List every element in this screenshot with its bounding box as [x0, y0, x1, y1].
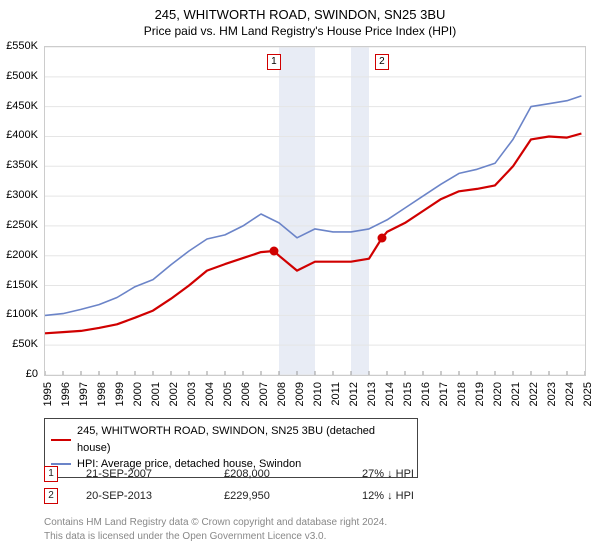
x-tick-label: 2024 — [564, 382, 576, 406]
x-tick-label: 1998 — [96, 382, 108, 406]
sale-row-marker: 1 — [44, 466, 58, 482]
x-tick-label: 2011 — [330, 382, 342, 406]
sale-delta: 27% ↓ HPI — [362, 468, 472, 480]
x-tick-label: 2009 — [294, 382, 306, 406]
x-tick-label: 2017 — [438, 382, 450, 406]
legend-item: 245, WHITWORTH ROAD, SWINDON, SN25 3BU (… — [51, 423, 411, 456]
sales-summary: 1 21-SEP-2007 £208,000 27% ↓ HPI 2 20-SEP-201… — [44, 466, 584, 510]
sale-marker-2: 2 — [375, 54, 389, 70]
x-tick-label: 2008 — [276, 382, 288, 406]
x-tick-label: 1995 — [42, 382, 54, 406]
sale-marker-1: 1 — [267, 54, 281, 70]
legend-swatch — [51, 439, 71, 441]
y-tick-label: £250K — [6, 219, 38, 231]
legend-swatch — [51, 463, 71, 465]
chart-subtitle: Price paid vs. HM Land Registry's House … — [0, 24, 600, 38]
sale-price: £229,950 — [224, 490, 334, 502]
y-tick-label: £150K — [6, 279, 38, 291]
x-tick-label: 2000 — [132, 382, 144, 406]
x-tick-label: 2025 — [582, 382, 594, 406]
sale-date: 20-SEP-2013 — [86, 490, 196, 502]
sale-row: 1 21-SEP-2007 £208,000 27% ↓ HPI — [44, 466, 584, 482]
y-tick-label: £550K — [6, 40, 38, 52]
x-tick-label: 2016 — [420, 382, 432, 406]
y-tick-label: £500K — [6, 70, 38, 82]
sale-point-1 — [269, 246, 278, 255]
y-axis-labels: £0£50K£100K£150K£200K£250K£300K£350K£400… — [0, 46, 42, 374]
y-tick-label: £350K — [6, 159, 38, 171]
footer-attribution: Contains HM Land Registry data © Crown c… — [44, 516, 584, 543]
x-tick-label: 2006 — [240, 382, 252, 406]
x-tick-label: 2007 — [258, 382, 270, 406]
y-tick-label: £0 — [26, 368, 38, 380]
sale-row: 2 20-SEP-2013 £229,950 12% ↓ HPI — [44, 488, 584, 504]
footer-line-2: This data is licensed under the Open Gov… — [44, 530, 584, 544]
chart-title: 245, WHITWORTH ROAD, SWINDON, SN25 3BU — [0, 0, 600, 24]
x-tick-label: 2012 — [348, 382, 360, 406]
x-tick-label: 2013 — [366, 382, 378, 406]
x-tick-label: 2005 — [222, 382, 234, 406]
x-axis-labels: 1995 1996 1997 1998 1999 2000 2001 2002 2003 2004… — [44, 378, 584, 418]
y-tick-label: £400K — [6, 129, 38, 141]
x-tick-label: 1997 — [78, 382, 90, 406]
x-tick-label: 2019 — [474, 382, 486, 406]
chart-plot-area: 12 — [44, 46, 586, 376]
x-tick-label: 2021 — [510, 382, 522, 406]
y-tick-label: £100K — [6, 308, 38, 320]
x-tick-label: 2003 — [186, 382, 198, 406]
y-tick-label: £50K — [12, 338, 38, 350]
sale-point-2 — [377, 233, 386, 242]
x-tick-label: 2023 — [546, 382, 558, 406]
x-tick-label: 2014 — [384, 382, 396, 406]
x-tick-label: 2015 — [402, 382, 414, 406]
x-tick-label: 2018 — [456, 382, 468, 406]
x-tick-label: 2002 — [168, 382, 180, 406]
x-tick-label: 2010 — [312, 382, 324, 406]
y-tick-label: £200K — [6, 249, 38, 261]
x-tick-label: 2020 — [492, 382, 504, 406]
x-tick-label: 1999 — [114, 382, 126, 406]
sale-delta: 12% ↓ HPI — [362, 490, 472, 502]
y-tick-label: £300K — [6, 189, 38, 201]
sale-row-marker: 2 — [44, 488, 58, 504]
sale-price: £208,000 — [224, 468, 334, 480]
legend-label: 245, WHITWORTH ROAD, SWINDON, SN25 3BU (… — [77, 423, 411, 456]
x-tick-label: 2022 — [528, 382, 540, 406]
y-tick-label: £450K — [6, 100, 38, 112]
footer-line-1: Contains HM Land Registry data © Crown c… — [44, 516, 584, 530]
x-tick-label: 1996 — [60, 382, 72, 406]
x-tick-label: 2004 — [204, 382, 216, 406]
sale-date: 21-SEP-2007 — [86, 468, 196, 480]
x-tick-label: 2001 — [150, 382, 162, 406]
